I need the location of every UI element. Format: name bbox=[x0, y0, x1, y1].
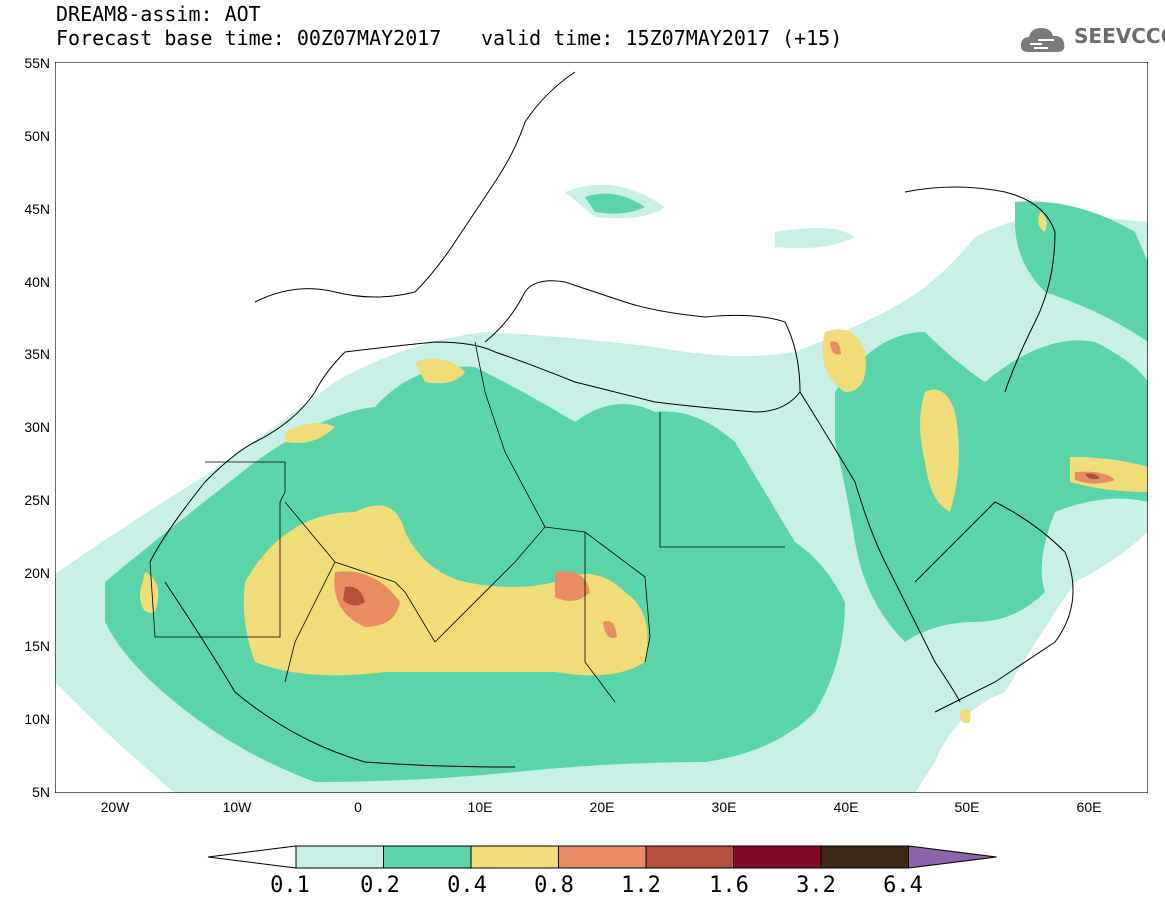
y-tick-label: 50N bbox=[24, 128, 50, 144]
colorbar-segment bbox=[908, 845, 997, 869]
legend-label: 0.8 bbox=[534, 873, 574, 898]
aot-contour-0.8 bbox=[555, 571, 590, 601]
x-tick-label: 0 bbox=[354, 799, 362, 815]
y-tick-label: 20N bbox=[24, 565, 50, 581]
aot-contour-0.4 bbox=[285, 423, 335, 443]
x-tick-label: 20W bbox=[100, 799, 130, 815]
x-tick-label: 10E bbox=[467, 799, 493, 815]
aot-contour-0.4 bbox=[920, 389, 959, 512]
x-tick-label: 10W bbox=[222, 799, 252, 815]
y-tick-label: 30N bbox=[24, 419, 50, 435]
aot-contour-0.4 bbox=[960, 708, 971, 724]
logo-text: SEEVCCC bbox=[1074, 24, 1165, 48]
legend-label: 1.6 bbox=[709, 873, 749, 898]
legend-label: 6.4 bbox=[883, 873, 923, 898]
x-tick-label: 20E bbox=[589, 799, 615, 815]
aot-contour-0.1 bbox=[775, 228, 855, 249]
x-tick-label: 50E bbox=[954, 799, 980, 815]
aot-contour-0.8 bbox=[334, 571, 400, 627]
aot-contour-0.4 bbox=[140, 572, 159, 613]
aot-map bbox=[55, 62, 1148, 793]
x-tick-label: 30E bbox=[711, 799, 737, 815]
colorbar-segment bbox=[295, 845, 384, 869]
aot-colorbar bbox=[207, 845, 997, 869]
cloud-icon bbox=[1020, 28, 1065, 52]
legend-label: 3.2 bbox=[796, 873, 836, 898]
coastlines bbox=[149, 71, 1074, 768]
x-tick-label: 40E bbox=[833, 799, 859, 815]
aot-contour-0.4 bbox=[243, 505, 648, 676]
aot-contour-0.2 bbox=[1015, 201, 1148, 342]
colorbar-segment bbox=[733, 845, 822, 869]
aot-contour-0.8 bbox=[603, 621, 617, 638]
legend-label: 1.2 bbox=[621, 873, 661, 898]
colorbar-segment bbox=[820, 845, 909, 869]
aot-contour-0.2 bbox=[835, 332, 1148, 642]
y-tick-label: 5N bbox=[32, 784, 50, 800]
y-tick-label: 35N bbox=[24, 346, 50, 362]
colorbar-segment bbox=[645, 845, 734, 869]
colorbar-segment bbox=[383, 845, 472, 869]
y-tick-label: 25N bbox=[24, 492, 50, 508]
map-title: DREAM8-assim: AOT bbox=[56, 2, 261, 26]
y-tick-label: 15N bbox=[24, 638, 50, 654]
aot-contour-1.2 bbox=[1085, 473, 1100, 480]
legend-label: 0.1 bbox=[270, 873, 310, 898]
y-tick-label: 55N bbox=[24, 55, 50, 71]
aot-contour-0.4 bbox=[1038, 212, 1047, 232]
aot-contour-0.4 bbox=[1070, 457, 1148, 492]
aot-contour-1.2 bbox=[343, 586, 365, 606]
forecast-base-time: Forecast base time: 00Z07MAY2017 bbox=[56, 26, 442, 50]
colorbar-segment bbox=[207, 845, 297, 869]
seevccc-logo: SEEVCCC bbox=[1018, 22, 1165, 58]
aot-contour-0.4 bbox=[415, 358, 465, 384]
x-tick-label: 60E bbox=[1076, 799, 1102, 815]
y-tick-label: 40N bbox=[24, 274, 50, 290]
y-tick-label: 45N bbox=[24, 201, 50, 217]
legend-label: 0.4 bbox=[447, 873, 487, 898]
country-borders bbox=[149, 341, 785, 703]
y-tick-label: 10N bbox=[24, 711, 50, 727]
aot-contour-0.8 bbox=[830, 341, 841, 355]
legend-label: 0.2 bbox=[360, 873, 400, 898]
valid-time: valid time: 15Z07MAY2017 (+15) bbox=[481, 26, 843, 50]
colorbar-segment bbox=[470, 845, 559, 869]
colorbar-segment bbox=[558, 845, 647, 869]
aot-contour-0.2 bbox=[585, 193, 645, 214]
